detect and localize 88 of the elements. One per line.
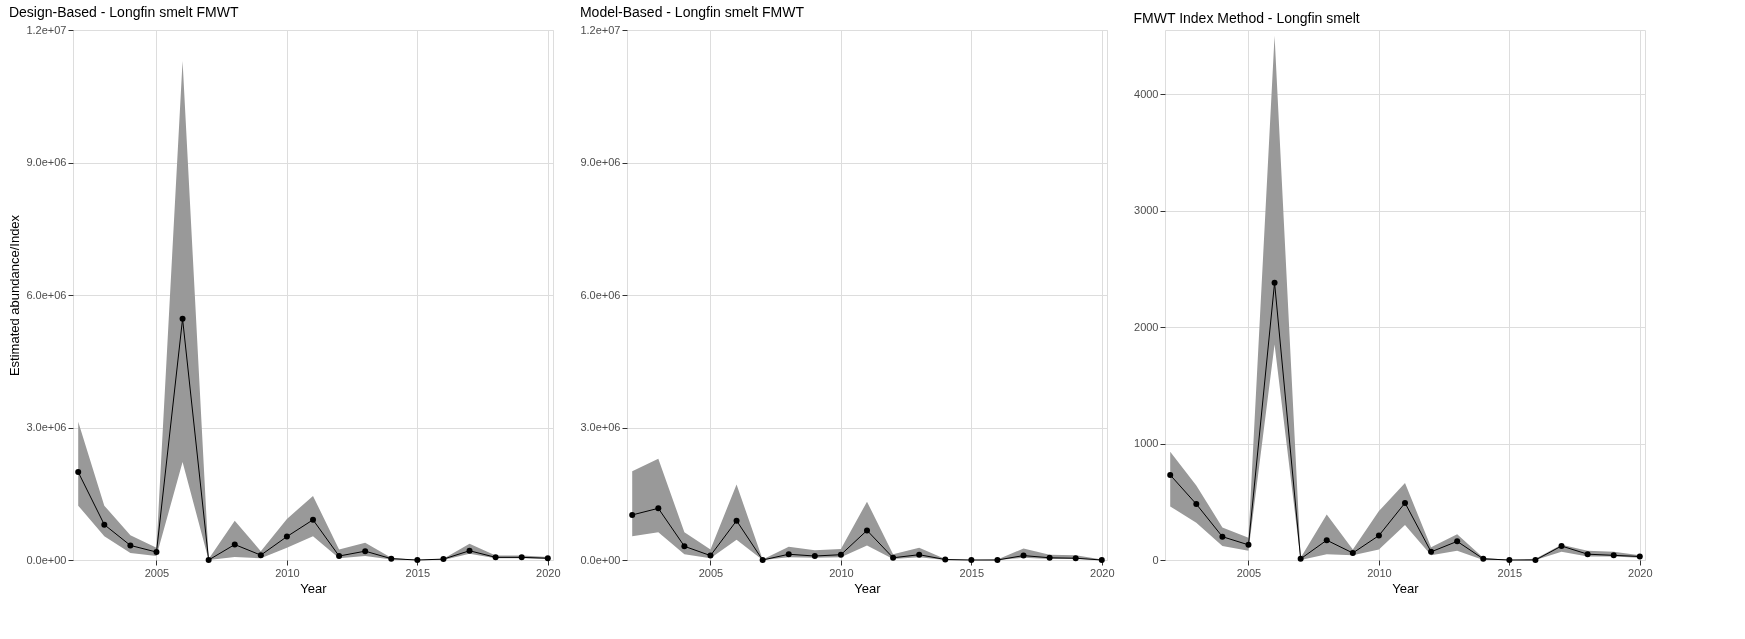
- y-tick-label: 6.0e+06: [580, 288, 621, 301]
- x-tick-label: 2005: [144, 566, 170, 579]
- point: [388, 555, 395, 562]
- point: [1098, 557, 1105, 563]
- point: [1020, 552, 1027, 559]
- point: [1297, 555, 1304, 562]
- point: [733, 517, 740, 524]
- x-tick-label: 2010: [275, 566, 300, 579]
- point: [1046, 554, 1053, 561]
- point: [1167, 471, 1174, 478]
- y-tick-label: 6.0e+06: [26, 288, 67, 301]
- point: [811, 553, 818, 560]
- point: [1245, 541, 1252, 548]
- point: [336, 553, 343, 560]
- x-tick-label: 2005: [698, 566, 724, 579]
- point: [759, 557, 766, 563]
- point: [518, 554, 525, 561]
- point: [681, 543, 688, 550]
- x-tick-label: 2015: [405, 566, 431, 579]
- point: [257, 552, 264, 559]
- point: [466, 547, 473, 554]
- point: [655, 505, 662, 512]
- point: [1610, 552, 1617, 559]
- point: [916, 551, 923, 558]
- point: [1193, 501, 1200, 508]
- point: [179, 315, 186, 322]
- point: [492, 554, 499, 561]
- point: [101, 521, 108, 528]
- x-tick-label: 2015: [1497, 566, 1523, 579]
- y-tick-label: 0: [1152, 553, 1159, 566]
- point: [942, 556, 949, 563]
- x-tick-label: 2020: [536, 566, 561, 579]
- y-tick-label: 1.2e+07: [580, 23, 621, 36]
- x-tick-label: 2020: [1628, 566, 1653, 579]
- point: [707, 552, 714, 559]
- y-tick-label: 3.0e+06: [26, 421, 67, 433]
- point: [283, 533, 290, 540]
- point: [440, 556, 447, 563]
- chart-title: Design-Based - Longfin smelt FMWT: [8, 4, 239, 20]
- chart-title: Model-Based - Longfin smelt FMWT: [579, 4, 805, 20]
- point: [864, 527, 870, 534]
- point: [205, 557, 212, 563]
- x-axis-title: Year: [854, 580, 882, 596]
- y-axis-title: Estimated abundance/Index: [7, 214, 23, 377]
- point: [1428, 548, 1435, 555]
- y-tick-label: 3.0e+06: [580, 421, 621, 433]
- point: [1558, 543, 1565, 550]
- point: [153, 549, 160, 556]
- x-axis-title: Year: [1392, 580, 1420, 596]
- y-tick-label: 1000: [1134, 437, 1159, 450]
- y-tick-label: 0.0e+00: [580, 553, 621, 566]
- point: [1349, 550, 1356, 557]
- point: [1219, 533, 1226, 540]
- x-axis-title: Year: [300, 580, 328, 596]
- point: [629, 511, 636, 518]
- point: [1454, 538, 1461, 545]
- point: [127, 542, 134, 549]
- y-tick-label: 3000: [1134, 204, 1159, 217]
- point: [785, 551, 792, 558]
- y-tick-label: 9.0e+06: [26, 156, 67, 168]
- point: [837, 551, 844, 558]
- point: [310, 516, 316, 523]
- point: [994, 557, 1001, 563]
- point: [1584, 551, 1591, 558]
- y-tick-label: 4000: [1134, 87, 1159, 100]
- y-tick-label: 0.0e+00: [26, 553, 67, 566]
- y-tick-label: 2000: [1134, 320, 1159, 333]
- x-tick-label: 2005: [1236, 566, 1262, 579]
- point: [1532, 557, 1539, 563]
- chart-title: FMWT Index Method - Longfin smelt: [1133, 10, 1360, 26]
- point: [1271, 279, 1278, 286]
- point: [362, 548, 369, 555]
- point: [890, 554, 897, 561]
- point: [1480, 555, 1487, 562]
- point: [1402, 499, 1408, 506]
- y-tick-label: 1.2e+07: [26, 23, 67, 36]
- x-tick-label: 2015: [959, 566, 985, 579]
- x-tick-label: 2010: [1367, 566, 1392, 579]
- x-tick-label: 2020: [1090, 566, 1115, 579]
- y-tick-label: 9.0e+06: [580, 156, 621, 168]
- point: [1636, 553, 1643, 560]
- point: [1323, 537, 1330, 544]
- x-tick-label: 2010: [829, 566, 854, 579]
- point: [544, 555, 551, 562]
- point: [75, 469, 82, 476]
- point: [1072, 555, 1079, 562]
- point: [231, 541, 238, 548]
- point: [1375, 532, 1382, 539]
